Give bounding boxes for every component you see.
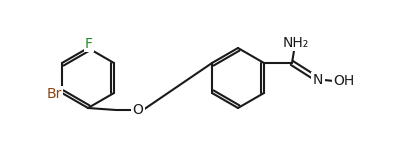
Text: NH₂: NH₂ <box>283 36 309 50</box>
Text: OH: OH <box>333 74 355 88</box>
Text: N: N <box>313 73 323 87</box>
Text: Br: Br <box>46 87 62 101</box>
Text: F: F <box>85 37 93 51</box>
Text: O: O <box>133 103 143 117</box>
